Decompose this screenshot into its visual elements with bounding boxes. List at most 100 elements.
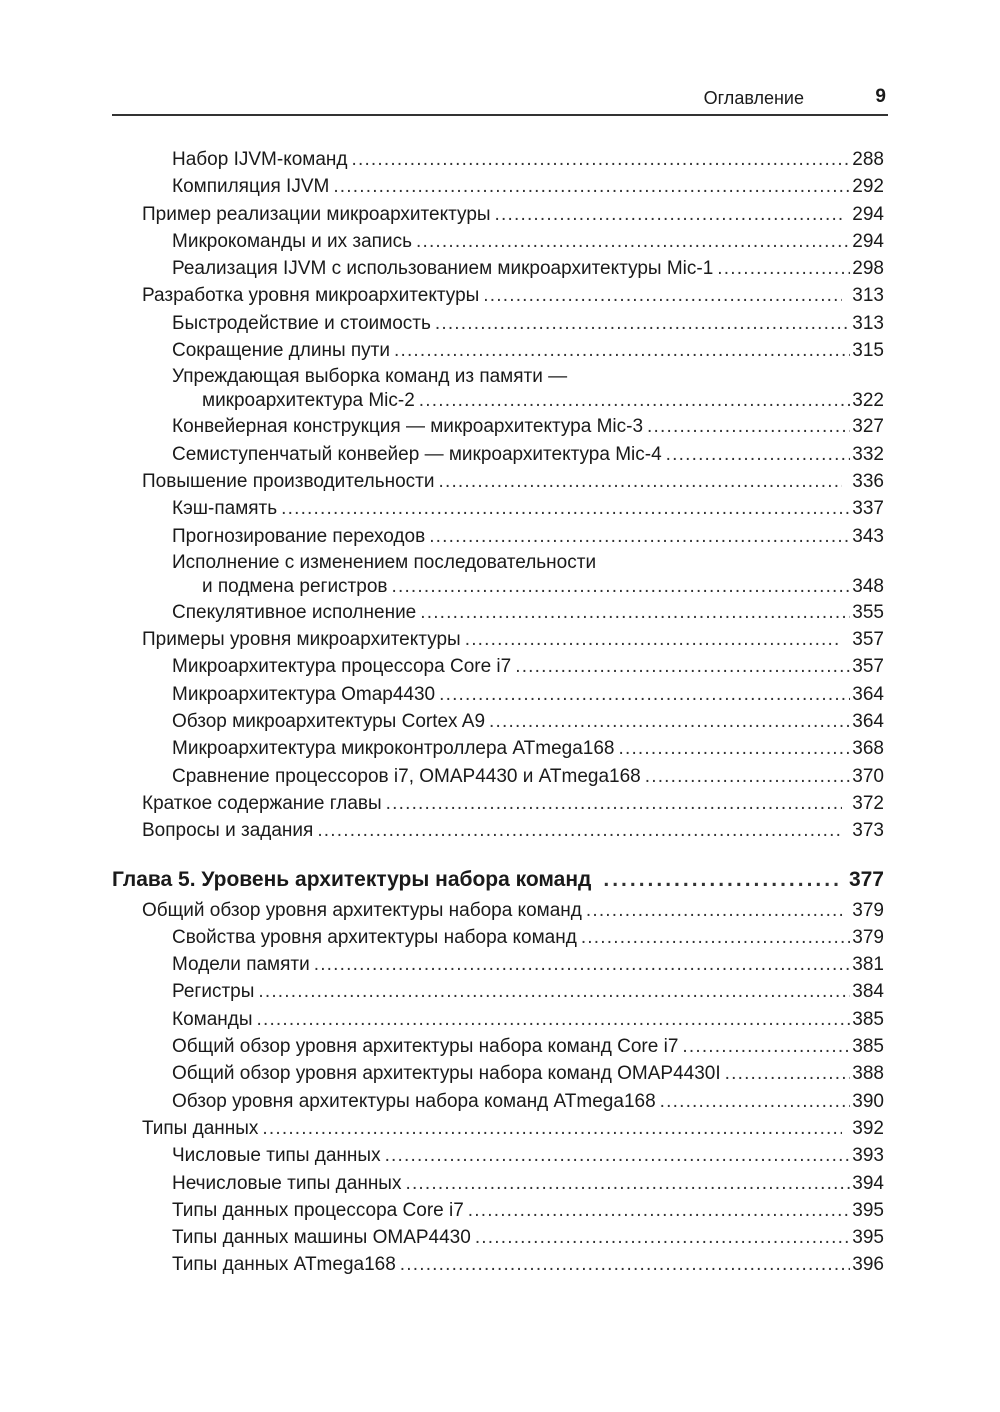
- toc-entry-page: 390: [852, 1090, 884, 1112]
- dot-leader: ........................................…: [474, 1227, 851, 1249]
- toc-entry[interactable]: Семиступенчатый конвейер — микроархитект…: [112, 441, 884, 468]
- toc-entry[interactable]: Типы данных.............................…: [112, 1115, 884, 1142]
- toc-entry-title: Упреждающая выборка команд из памяти —: [172, 366, 568, 388]
- toc-entry-title: Быстродействие и стоимость: [172, 312, 431, 334]
- toc-entry[interactable]: Пример реализации микроархитектуры......…: [112, 201, 884, 228]
- toc-entry[interactable]: Нечисловые типы данных..................…: [112, 1170, 884, 1197]
- toc-entry[interactable]: Набор IJVM-команд.......................…: [112, 146, 884, 173]
- toc-entry[interactable]: Команды.................................…: [112, 1006, 884, 1033]
- toc-entry[interactable]: Конвейерная конструкция — микроархитекту…: [112, 413, 884, 440]
- toc-entry[interactable]: Исполнение с изменением последовательнос…: [112, 550, 884, 599]
- toc-entry[interactable]: Разработка уровня микроархитектуры......…: [112, 282, 884, 309]
- dot-leader: ........................................…: [464, 629, 843, 651]
- dot-leader: ........................................…: [438, 470, 843, 492]
- toc-entry-page: 370: [852, 765, 884, 787]
- toc-entry-title: Исполнение с изменением последовательнос…: [172, 551, 597, 573]
- toc-entry-page: 373: [852, 820, 884, 842]
- toc-entry-title: Краткое содержание главы: [142, 792, 382, 814]
- toc-entry[interactable]: Краткое содержание главы................…: [112, 790, 884, 817]
- dot-leader: ........................................…: [256, 1008, 851, 1030]
- toc-entry[interactable]: Сравнение процессоров i7, OMAP4430 и ATm…: [112, 763, 884, 790]
- toc-entry[interactable]: Микроархитектура Omap4430...............…: [112, 681, 884, 708]
- toc-entry-page: 379: [852, 899, 884, 921]
- toc-entry-title: Нечисловые типы данных: [172, 1172, 402, 1194]
- toc-entry[interactable]: Вопросы и задания.......................…: [112, 817, 884, 844]
- dot-leader: ........................................…: [724, 1063, 851, 1085]
- toc-entry-title: Типы данных: [142, 1117, 259, 1139]
- dot-leader: ........................................…: [434, 312, 851, 334]
- toc-entry[interactable]: Обзор микроархитектуры Cortex A9........…: [112, 708, 884, 735]
- toc-entry[interactable]: Прогнозирование переходов...............…: [112, 523, 884, 550]
- toc-entry-title: Регистры: [172, 981, 255, 1003]
- toc-entry-page: 292: [852, 176, 884, 198]
- toc-entry-page: 384: [852, 981, 884, 1003]
- toc-entry-title: Кэш-память: [172, 498, 278, 520]
- toc-entry[interactable]: Упреждающая выборка команд из памяти — ми…: [112, 364, 884, 413]
- toc-entry[interactable]: Спекулятивное исполнение................…: [112, 599, 884, 626]
- toc-entry-page: 379: [852, 926, 884, 948]
- toc-entry[interactable]: Сокращение длины пути...................…: [112, 337, 884, 364]
- dot-leader: ........................................…: [394, 340, 851, 362]
- toc-entry[interactable]: Кэш-память..............................…: [112, 495, 884, 522]
- toc-entry-page: 395: [852, 1199, 884, 1221]
- toc-entry-title: Пример реализации микроархитектуры: [142, 203, 491, 225]
- toc-entry[interactable]: Повышение производительности............…: [112, 468, 884, 495]
- toc-entry[interactable]: Реализация IJVM с использованием микроар…: [112, 255, 884, 282]
- toc-entry[interactable]: Обзор уровня архитектуры набора команд A…: [112, 1088, 884, 1115]
- toc-entry[interactable]: Быстродействие и стоимость..............…: [112, 310, 884, 337]
- toc-entry-title: Примеры уровня микроархитектуры: [142, 629, 461, 651]
- toc-entry-page: 368: [852, 738, 884, 760]
- toc-entry-title: Набор IJVM-команд: [172, 149, 348, 170]
- dot-leader: ........................................…: [665, 443, 851, 465]
- toc-entry[interactable]: Числовые типы данных....................…: [112, 1142, 884, 1169]
- dot-leader: ........................................…: [384, 1145, 851, 1167]
- dot-leader: ........................................…: [603, 867, 839, 891]
- toc-entry-page: 313: [852, 285, 884, 307]
- dot-leader: ........................................…: [262, 1117, 842, 1139]
- toc-entry[interactable]: Примеры уровня микроархитектуры.........…: [112, 626, 884, 653]
- toc-entry[interactable]: Типы данных машины OMAP4430.............…: [112, 1224, 884, 1251]
- toc-entry-page: 294: [852, 203, 884, 225]
- toc-entry-title: Семиступенчатый конвейер — микроархитект…: [172, 443, 662, 465]
- toc-entry-page: 357: [852, 629, 884, 651]
- toc-entry-page: 381: [852, 954, 884, 976]
- toc-entry-title: Типы данных ATmega168: [172, 1254, 396, 1276]
- dot-leader: ........................................…: [391, 575, 851, 597]
- running-header: Оглавление 9: [112, 84, 888, 116]
- dot-leader: ........................................…: [618, 738, 851, 760]
- dot-leader: ........................................…: [416, 230, 851, 252]
- toc-entry[interactable]: Общий обзор уровня архитектуры набора ко…: [112, 1060, 884, 1087]
- toc-entry-title: Свойства уровня архитектуры набора коман…: [172, 926, 577, 948]
- toc-entry[interactable]: Микрокоманды и их запись................…: [112, 228, 884, 255]
- dot-leader: ........................................…: [489, 711, 851, 733]
- toc-entry[interactable]: Микроархитектура микроконтроллера ATmega…: [112, 735, 884, 762]
- toc-entry[interactable]: Компиляция IJVM.........................…: [112, 173, 884, 200]
- toc-entry-title-continued: микроархитектура Mic-2: [202, 390, 415, 412]
- dot-leader: ........................................…: [580, 926, 850, 948]
- toc-entry-page: 348: [852, 575, 884, 597]
- toc-entry[interactable]: Общий обзор уровня архитектуры набора ко…: [112, 897, 884, 924]
- toc-entry-page: 343: [852, 525, 884, 547]
- toc-entry-page: 385: [852, 1036, 884, 1058]
- dot-leader: ........................................…: [405, 1172, 851, 1194]
- dot-leader: ........................................…: [313, 954, 851, 976]
- toc-entry[interactable]: Общий обзор уровня архитектуры набора ко…: [112, 1033, 884, 1060]
- toc-entry-title: Микроархитектура процессора Core i7: [172, 656, 512, 678]
- toc-entry-title: Спекулятивное исполнение: [172, 601, 417, 623]
- toc-entry-title: Прогнозирование переходов: [172, 525, 426, 547]
- dot-leader: ........................................…: [585, 899, 842, 921]
- toc-entry-title: Реализация IJVM с использованием микроар…: [172, 258, 714, 280]
- toc-entry-title: Общий обзор уровня архитектуры набора ко…: [172, 1063, 721, 1085]
- dot-leader: ........................................…: [682, 1036, 851, 1058]
- dot-leader: ........................................…: [317, 820, 843, 842]
- toc-entry[interactable]: Регистры................................…: [112, 978, 884, 1005]
- toc-entry-title-continued: и подмена регистров: [202, 575, 388, 597]
- toc-entry-page: 364: [852, 711, 884, 733]
- toc-chapter-entry[interactable]: Глава 5. Уровень архитектуры набора кома…: [112, 866, 884, 893]
- toc-entry-page: 394: [852, 1172, 884, 1194]
- toc-entry[interactable]: Типы данных ATmega168...................…: [112, 1251, 884, 1278]
- toc-entry[interactable]: Типы данных процессора Core i7..........…: [112, 1197, 884, 1224]
- toc-entry[interactable]: Свойства уровня архитектуры набора коман…: [112, 924, 884, 951]
- toc-entry[interactable]: Модели памяти...........................…: [112, 951, 884, 978]
- toc-entry[interactable]: Микроархитектура процессора Core i7.....…: [112, 653, 884, 680]
